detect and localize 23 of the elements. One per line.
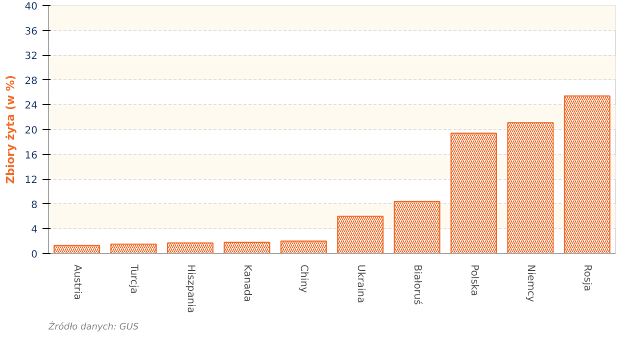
x-tick-label: Białoruś bbox=[412, 264, 424, 305]
y-tick-label: 8 bbox=[31, 200, 38, 211]
x-tick-label: Hiszpania bbox=[184, 264, 196, 313]
y-tick-label: 20 bbox=[24, 126, 38, 136]
text: Źródło danych: GUS bbox=[48, 320, 139, 332]
y-tick-label: 0 bbox=[31, 250, 38, 260]
x-tick-label: Niemcy bbox=[524, 264, 536, 302]
y-tick-label: 16 bbox=[24, 150, 38, 162]
x-tick-label: Turcja bbox=[128, 264, 140, 294]
y-tick-label: 36 bbox=[24, 26, 38, 38]
x-tick-label: Polska bbox=[468, 264, 480, 296]
x-tick-label: Austria bbox=[71, 264, 82, 300]
x-tick-label: Kanada bbox=[241, 264, 252, 302]
y-tick-label: 28 bbox=[24, 76, 38, 87]
y-tick-label: 4 bbox=[31, 224, 38, 236]
x-tick-label: Ukraina bbox=[354, 264, 366, 304]
y-tick-label: 40 bbox=[24, 2, 38, 12]
y-axis-title: Zbiory żyta (w %) bbox=[4, 75, 17, 184]
x-tick-label: Chiny bbox=[298, 264, 310, 293]
y-tick-label: 24 bbox=[24, 100, 38, 112]
y-tick-label: 32 bbox=[24, 51, 38, 62]
x-tick-label: Rosja bbox=[582, 264, 593, 292]
y-tick-label: 12 bbox=[24, 175, 38, 186]
